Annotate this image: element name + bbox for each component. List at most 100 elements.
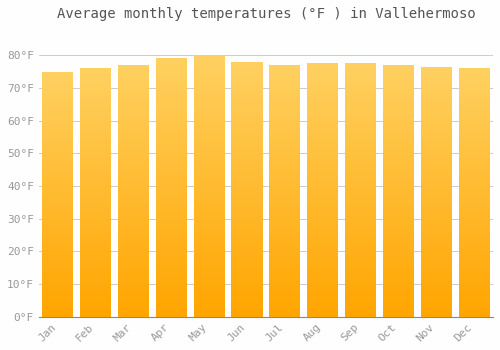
Bar: [80, 131, 111, 133]
Bar: [80, 292, 111, 294]
Bar: [270, 269, 300, 272]
Bar: [458, 118, 490, 120]
Bar: [307, 203, 338, 205]
Bar: [307, 236, 338, 238]
Bar: [80, 250, 111, 252]
Bar: [345, 299, 376, 302]
Bar: [421, 227, 452, 229]
Bar: [307, 137, 338, 139]
Bar: [80, 235, 111, 237]
Bar: [307, 271, 338, 274]
Bar: [383, 85, 414, 88]
Bar: [383, 241, 414, 244]
Bar: [118, 206, 149, 209]
Bar: [156, 144, 187, 146]
Bar: [421, 242, 452, 244]
Bar: [194, 139, 224, 141]
Bar: [156, 190, 187, 193]
Bar: [458, 297, 490, 299]
Bar: [118, 292, 149, 294]
Bar: [307, 281, 338, 284]
Bar: [270, 259, 300, 261]
Bar: [307, 142, 338, 145]
Bar: [383, 226, 414, 229]
Bar: [421, 99, 452, 102]
Bar: [421, 269, 452, 272]
Bar: [421, 279, 452, 282]
Bar: [307, 182, 338, 185]
Bar: [118, 314, 149, 317]
Bar: [232, 192, 262, 194]
Bar: [270, 135, 300, 138]
Bar: [345, 198, 376, 200]
Bar: [270, 156, 300, 158]
Bar: [307, 180, 338, 182]
Bar: [42, 108, 74, 111]
Bar: [421, 109, 452, 112]
Bar: [383, 279, 414, 281]
Bar: [383, 131, 414, 133]
Bar: [232, 215, 262, 217]
Bar: [118, 276, 149, 279]
Bar: [232, 281, 262, 284]
Bar: [118, 194, 149, 196]
Bar: [42, 180, 74, 182]
Bar: [307, 193, 338, 195]
Bar: [194, 110, 224, 113]
Bar: [232, 294, 262, 296]
Bar: [270, 161, 300, 163]
Bar: [307, 165, 338, 167]
Bar: [156, 281, 187, 283]
Bar: [194, 259, 224, 262]
Bar: [421, 164, 452, 167]
Bar: [194, 152, 224, 155]
Bar: [458, 262, 490, 265]
Bar: [80, 240, 111, 242]
Bar: [307, 266, 338, 269]
Bar: [270, 251, 300, 254]
Bar: [458, 148, 490, 150]
Bar: [383, 70, 414, 72]
Bar: [307, 109, 338, 112]
Bar: [345, 241, 376, 243]
Bar: [383, 236, 414, 239]
Bar: [421, 204, 452, 207]
Bar: [118, 214, 149, 216]
Bar: [383, 148, 414, 150]
Bar: [345, 253, 376, 256]
Bar: [383, 304, 414, 307]
Bar: [42, 194, 74, 197]
Bar: [458, 86, 490, 88]
Bar: [42, 160, 74, 162]
Bar: [118, 68, 149, 70]
Bar: [307, 292, 338, 294]
Bar: [42, 138, 74, 140]
Bar: [345, 117, 376, 119]
Bar: [118, 133, 149, 135]
Bar: [118, 198, 149, 201]
Bar: [307, 132, 338, 134]
Bar: [156, 175, 187, 177]
Bar: [80, 91, 111, 93]
Bar: [270, 78, 300, 80]
Bar: [421, 194, 452, 197]
Bar: [345, 63, 376, 66]
Bar: [194, 170, 224, 173]
Bar: [421, 94, 452, 97]
Bar: [270, 85, 300, 88]
Bar: [194, 136, 224, 139]
Bar: [458, 106, 490, 108]
Bar: [421, 244, 452, 247]
Bar: [458, 242, 490, 245]
Bar: [307, 147, 338, 149]
Bar: [42, 204, 74, 206]
Bar: [307, 296, 338, 299]
Bar: [194, 186, 224, 189]
Bar: [458, 247, 490, 250]
Bar: [194, 306, 224, 309]
Bar: [156, 275, 187, 278]
Bar: [194, 244, 224, 246]
Bar: [345, 213, 376, 216]
Bar: [232, 291, 262, 294]
Bar: [80, 247, 111, 250]
